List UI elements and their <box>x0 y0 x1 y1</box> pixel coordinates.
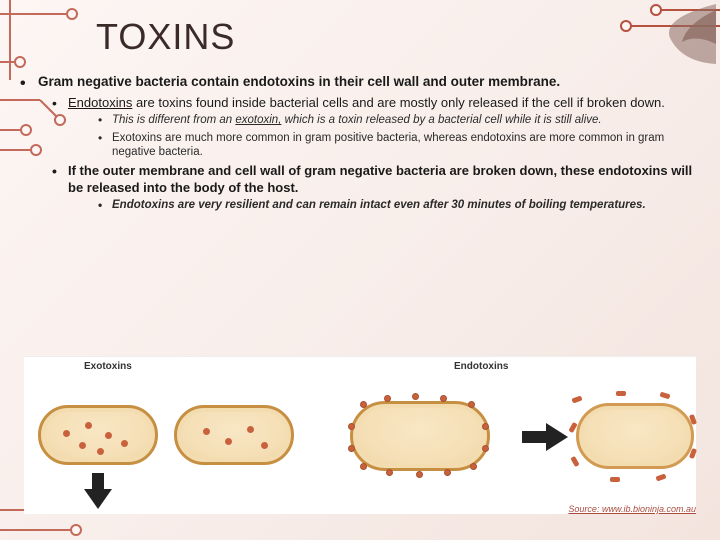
bullet-lv2-a-pre: This is different from an <box>112 114 235 126</box>
bacterium-exo-1 <box>38 405 158 465</box>
figure-label-exotoxins: Exotoxins <box>84 361 132 372</box>
membrane-toxin-dot <box>468 401 475 408</box>
membrane-toxin-dot <box>482 445 489 452</box>
bullet-lv2-c: Endotoxins are very resilient and can re… <box>68 198 700 212</box>
bullet-lv1-b-text: If the outer membrane and cell wall of g… <box>68 163 692 194</box>
released-toxin-fragment <box>570 456 579 467</box>
bullet-lv0-text: Gram negative bacteria contain endotoxin… <box>38 74 560 89</box>
membrane-toxin-dot <box>482 423 489 430</box>
bacterium-exo-2 <box>174 405 294 465</box>
toxin-dot <box>63 430 70 437</box>
slide: TOXINS Gram negative bacteria contain en… <box>0 0 720 540</box>
bacterium-endo-lysed-body <box>576 403 694 469</box>
membrane-toxin-dot <box>440 395 447 402</box>
released-toxin-fragment <box>655 473 666 481</box>
bullet-lv2-a-post: which is a toxin released by a bacterial… <box>281 114 601 126</box>
toxin-dot <box>85 422 92 429</box>
toxin-dot <box>247 426 254 433</box>
toxin-dot <box>105 432 112 439</box>
arrow-right-icon <box>546 423 568 451</box>
toxin-figure: Exotoxins Endotoxins <box>24 356 696 514</box>
bullet-lv2-a: This is different from an exotoxin, whic… <box>68 113 700 127</box>
toxin-dot <box>121 440 128 447</box>
bullet-lv1-a: Endotoxins are toxins found inside bacte… <box>38 95 700 159</box>
toxin-dot <box>97 448 104 455</box>
membrane-toxin-dot <box>386 469 393 476</box>
toxin-dot <box>261 442 268 449</box>
toxin-dot <box>79 442 86 449</box>
figure-source: Source: www.ib.bioninja.com.au <box>568 504 696 514</box>
membrane-toxin-dot <box>348 445 355 452</box>
corner-leaf-badge <box>652 4 716 64</box>
membrane-toxin-dot <box>444 469 451 476</box>
term-exotoxin: exotoxin, <box>235 114 281 126</box>
bacterium-endo-intact <box>350 401 490 471</box>
membrane-toxin-dot <box>360 401 367 408</box>
membrane-toxin-dot <box>348 423 355 430</box>
toxin-dot <box>203 428 210 435</box>
content-block: Gram negative bacteria contain endotoxin… <box>20 74 700 216</box>
bullet-lv2-b: Exotoxins are much more common in gram p… <box>68 131 700 160</box>
slide-title: TOXINS <box>96 16 235 58</box>
arrow-down-icon <box>84 489 112 509</box>
released-toxin-fragment <box>610 477 620 482</box>
bullet-lv1-a-rest: are toxins found inside bacterial cells … <box>132 95 665 110</box>
membrane-toxin-dot <box>412 393 419 400</box>
membrane-toxin-dot <box>470 463 477 470</box>
released-toxin-fragment <box>659 392 670 400</box>
toxin-dot <box>225 438 232 445</box>
released-toxin-fragment <box>571 395 582 403</box>
membrane-toxin-dot <box>360 463 367 470</box>
term-endotoxins: Endotoxins <box>68 95 132 110</box>
bullet-lv0: Gram negative bacteria contain endotoxin… <box>20 74 700 212</box>
bullet-lv1-b: If the outer membrane and cell wall of g… <box>38 163 700 212</box>
bacterium-endo-lysed <box>576 397 694 477</box>
membrane-toxin-dot <box>416 471 423 478</box>
released-toxin-fragment <box>616 391 626 396</box>
membrane-toxin-dot <box>384 395 391 402</box>
figure-label-endotoxins: Endotoxins <box>454 361 508 372</box>
